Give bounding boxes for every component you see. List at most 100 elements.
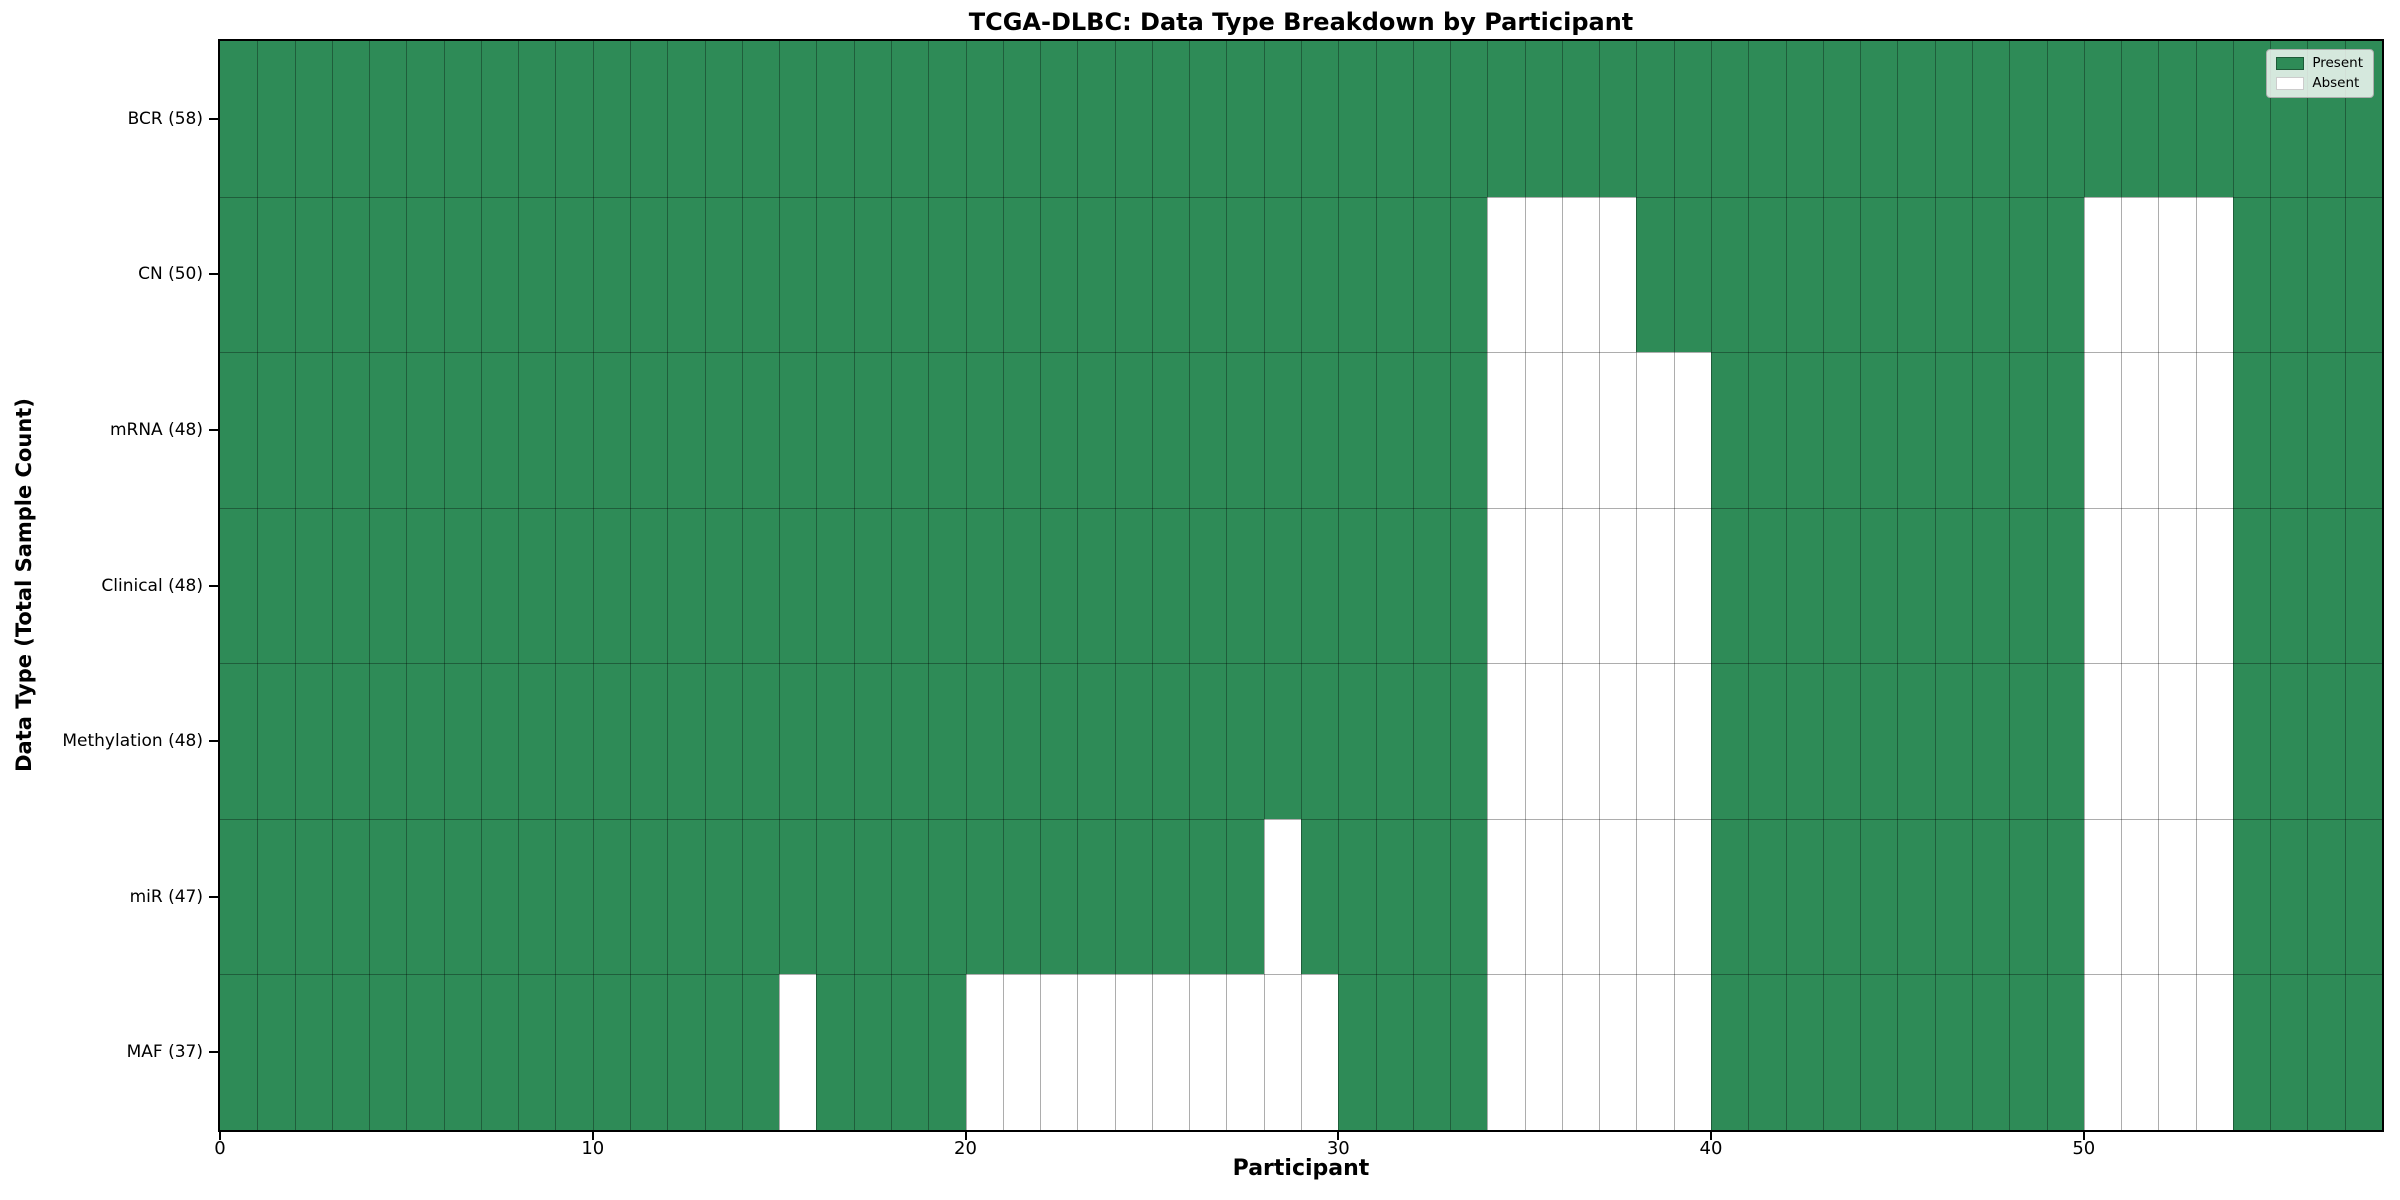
heatmap-cell-Clinical-3 bbox=[331, 507, 370, 664]
heatmap-cell-MAF-7 bbox=[480, 974, 519, 1131]
y-tick-label-mRNA: mRNA (48) bbox=[109, 419, 203, 440]
heatmap-cell-CN-17 bbox=[853, 196, 892, 353]
cell-border-vertical bbox=[1040, 41, 1042, 1130]
heatmap-cell-Methylation-11 bbox=[630, 663, 668, 820]
heatmap-cell-miR-40 bbox=[1711, 818, 1749, 975]
heatmap-cell-BCR-16 bbox=[816, 41, 855, 198]
heatmap-cell-miR-33 bbox=[1450, 818, 1488, 975]
heatmap-cell-miR-48 bbox=[2009, 818, 2047, 975]
heatmap-cell-MAF-37 bbox=[1599, 974, 1637, 1131]
heatmap-cell-miR-56 bbox=[2307, 818, 2346, 975]
heatmap-cell-MAF-32 bbox=[1412, 974, 1451, 1131]
heatmap-cell-Methylation-52 bbox=[2158, 663, 2197, 820]
heatmap-cell-mRNA-51 bbox=[2121, 352, 2159, 509]
heatmap-cell-CN-0 bbox=[220, 196, 258, 353]
heatmap-cell-Clinical-4 bbox=[369, 507, 407, 664]
cell-border-vertical bbox=[741, 41, 743, 1130]
heatmap-cell-MAF-34 bbox=[1487, 974, 1526, 1131]
heatmap-cell-MAF-19 bbox=[928, 974, 966, 1131]
heatmap-cell-CN-9 bbox=[555, 196, 594, 353]
heatmap-cell-MAF-18 bbox=[890, 974, 929, 1131]
x-tick-mark bbox=[964, 1131, 967, 1140]
heatmap-cell-Clinical-25 bbox=[1151, 507, 1190, 664]
heatmap-cell-BCR-2 bbox=[294, 41, 333, 198]
heatmap-cell-Clinical-33 bbox=[1450, 507, 1488, 664]
heatmap-cell-miR-38 bbox=[1636, 818, 1675, 975]
heatmap-cell-MAF-51 bbox=[2121, 974, 2159, 1131]
heatmap-cell-Clinical-27 bbox=[1226, 507, 1265, 664]
heatmap-cell-Clinical-5 bbox=[406, 507, 445, 664]
heatmap-cell-BCR-43 bbox=[1822, 41, 1861, 198]
heatmap-cell-miR-43 bbox=[1822, 818, 1861, 975]
heatmap-cell-CN-57 bbox=[2344, 196, 2383, 353]
heatmap-cell-CN-26 bbox=[1189, 196, 1227, 353]
heatmap-cell-CN-30 bbox=[1338, 196, 1377, 353]
heatmap-cell-CN-39 bbox=[1673, 196, 1712, 353]
heatmap-cell-mRNA-45 bbox=[1897, 352, 1936, 509]
cell-border-vertical bbox=[331, 41, 333, 1130]
heatmap-cell-Methylation-41 bbox=[1748, 663, 1787, 820]
cell-border-vertical bbox=[928, 41, 930, 1130]
heatmap-cell-CN-34 bbox=[1487, 196, 1526, 353]
heatmap-cell-BCR-15 bbox=[779, 41, 817, 198]
heatmap-cell-BCR-30 bbox=[1338, 41, 1377, 198]
heatmap-cell-miR-28 bbox=[1263, 818, 1302, 975]
heatmap-cell-CN-21 bbox=[1002, 196, 1041, 353]
heatmap-cell-CN-46 bbox=[1934, 196, 1973, 353]
heatmap-cell-Clinical-17 bbox=[853, 507, 892, 664]
heatmap-cell-Clinical-34 bbox=[1487, 507, 1526, 664]
heatmap-cell-MAF-1 bbox=[257, 974, 296, 1131]
heatmap-cell-BCR-13 bbox=[704, 41, 743, 198]
heatmap-cell-MAF-2 bbox=[294, 974, 333, 1131]
heatmap-cell-BCR-29 bbox=[1301, 41, 1339, 198]
heatmap-cell-Methylation-22 bbox=[1040, 663, 1078, 820]
heatmap-cell-MAF-43 bbox=[1822, 974, 1861, 1131]
heatmap-cell-mRNA-54 bbox=[2232, 352, 2271, 509]
heatmap-cell-BCR-40 bbox=[1711, 41, 1749, 198]
plot-area: Present Absent bbox=[218, 39, 2384, 1132]
heatmap-cell-mRNA-31 bbox=[1375, 352, 1414, 509]
heatmap-cell-miR-29 bbox=[1301, 818, 1339, 975]
heatmap-cell-MAF-11 bbox=[630, 974, 668, 1131]
heatmap-cell-Methylation-27 bbox=[1226, 663, 1265, 820]
heatmap-cell-Methylation-8 bbox=[518, 663, 556, 820]
heatmap-cell-Methylation-42 bbox=[1785, 663, 1824, 820]
heatmap-cell-miR-8 bbox=[518, 818, 556, 975]
cell-border-vertical bbox=[1673, 41, 1675, 1130]
x-tick-label-50: 50 bbox=[2072, 1138, 2096, 1159]
legend: Present Absent bbox=[2266, 49, 2374, 98]
cell-border-vertical bbox=[1338, 41, 1340, 1130]
heatmap-cell-Methylation-46 bbox=[1934, 663, 1973, 820]
y-tick-label-miR: miR (47) bbox=[129, 886, 203, 907]
y-tick-mark bbox=[209, 584, 218, 587]
heatmap-cell-miR-39 bbox=[1673, 818, 1712, 975]
heatmap-cell-Methylation-49 bbox=[2046, 663, 2085, 820]
heatmap-cell-Methylation-3 bbox=[331, 663, 370, 820]
heatmap-cell-mRNA-30 bbox=[1338, 352, 1377, 509]
heatmap-cell-Clinical-0 bbox=[220, 507, 258, 664]
heatmap-cell-CN-19 bbox=[928, 196, 966, 353]
heatmap-cell-Clinical-50 bbox=[2083, 507, 2122, 664]
cell-border-vertical bbox=[1114, 41, 1116, 1130]
cell-border-vertical bbox=[1450, 41, 1452, 1130]
heatmap-cell-MAF-48 bbox=[2009, 974, 2047, 1131]
heatmap-cell-Clinical-29 bbox=[1301, 507, 1339, 664]
heatmap-cell-CN-10 bbox=[592, 196, 631, 353]
heatmap-cell-Methylation-50 bbox=[2083, 663, 2122, 820]
heatmap-cell-mRNA-1 bbox=[257, 352, 296, 509]
heatmap-cell-CN-7 bbox=[480, 196, 519, 353]
heatmap-cell-BCR-23 bbox=[1077, 41, 1116, 198]
heatmap-cell-mRNA-23 bbox=[1077, 352, 1116, 509]
heatmap-cell-Clinical-43 bbox=[1822, 507, 1861, 664]
heatmap-cell-MAF-30 bbox=[1338, 974, 1377, 1131]
heatmap-cell-CN-4 bbox=[369, 196, 407, 353]
heatmap-cell-Methylation-0 bbox=[220, 663, 258, 820]
heatmap-cell-Clinical-13 bbox=[704, 507, 743, 664]
heatmap-cell-MAF-27 bbox=[1226, 974, 1265, 1131]
heatmap-cell-mRNA-50 bbox=[2083, 352, 2122, 509]
y-tick-mark bbox=[209, 895, 218, 898]
heatmap-cell-CN-2 bbox=[294, 196, 333, 353]
heatmap-cell-MAF-25 bbox=[1151, 974, 1190, 1131]
heatmap-cell-Methylation-34 bbox=[1487, 663, 1526, 820]
heatmap-cell-miR-47 bbox=[1971, 818, 2010, 975]
